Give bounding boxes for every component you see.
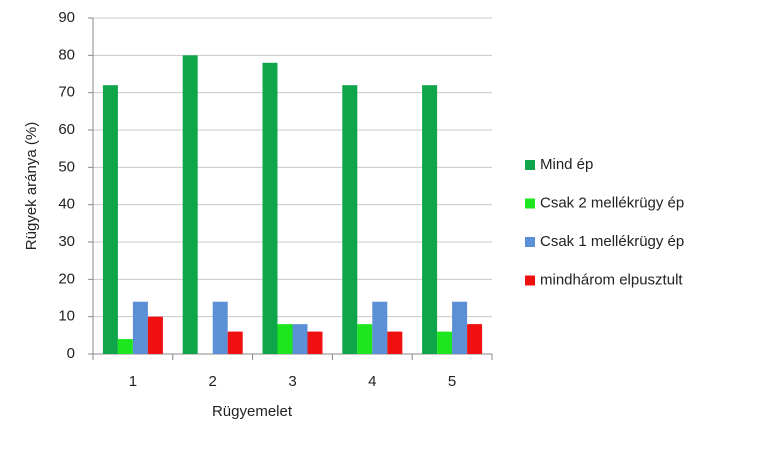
- bar: [292, 324, 308, 354]
- y-tick-label: 90: [58, 9, 75, 26]
- y-tick-label: 60: [58, 121, 75, 138]
- bar: [372, 301, 388, 354]
- bar: [132, 301, 148, 354]
- y-tick-label: 0: [67, 345, 75, 362]
- y-tick-label: 40: [58, 196, 75, 213]
- bar: [387, 331, 403, 354]
- legend-label: Csak 1 mellékrügy ép: [540, 233, 684, 250]
- bar: [117, 339, 133, 354]
- bar: [307, 331, 323, 354]
- legend-label: mindhárom elpusztult: [540, 271, 683, 288]
- bar: [342, 85, 358, 354]
- bar: [212, 301, 228, 354]
- bar: [227, 331, 243, 354]
- legend-swatch: [525, 275, 535, 286]
- bar: [422, 85, 438, 354]
- legend-swatch: [525, 198, 535, 209]
- y-tick-label: 20: [58, 270, 75, 287]
- x-tick-label: 2: [209, 373, 217, 390]
- bar: [147, 316, 163, 354]
- x-tick-label: 5: [448, 373, 456, 390]
- legend-label: Mind ép: [540, 156, 593, 173]
- bar: [102, 85, 118, 354]
- y-tick-label: 10: [58, 308, 75, 325]
- bar: [277, 324, 293, 354]
- legend-label: Csak 2 mellékrügy ép: [540, 194, 684, 211]
- bar: [452, 301, 468, 354]
- bar: [357, 324, 373, 354]
- bar: [182, 55, 198, 354]
- bar: [262, 62, 278, 355]
- y-axis-label: Rügyek aránya (%): [23, 122, 40, 250]
- x-axis-label: Rügyemelet: [212, 403, 293, 420]
- bar: [437, 331, 453, 354]
- x-tick-label: 1: [129, 373, 137, 390]
- legend-swatch: [525, 160, 535, 170]
- legend-swatch: [525, 237, 535, 247]
- y-tick-label: 80: [58, 46, 75, 63]
- x-tick-label: 3: [288, 373, 296, 390]
- x-tick-label: 4: [368, 373, 376, 390]
- y-tick-label: 50: [58, 158, 75, 175]
- y-tick-label: 30: [58, 233, 75, 250]
- bar: [467, 324, 483, 354]
- y-tick-label: 70: [58, 84, 75, 101]
